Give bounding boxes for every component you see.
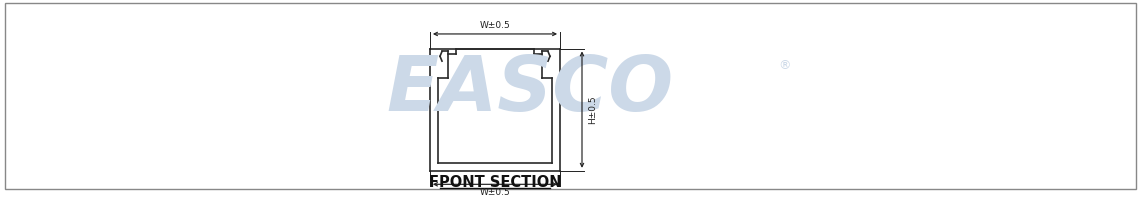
Text: W±0.5: W±0.5 bbox=[479, 188, 510, 197]
Text: ®: ® bbox=[779, 59, 791, 72]
Text: EASCO: EASCO bbox=[387, 53, 673, 127]
Text: H±0.5: H±0.5 bbox=[588, 95, 597, 124]
Text: FPONT SECTION: FPONT SECTION bbox=[429, 175, 561, 190]
Text: W±0.5: W±0.5 bbox=[479, 21, 510, 30]
